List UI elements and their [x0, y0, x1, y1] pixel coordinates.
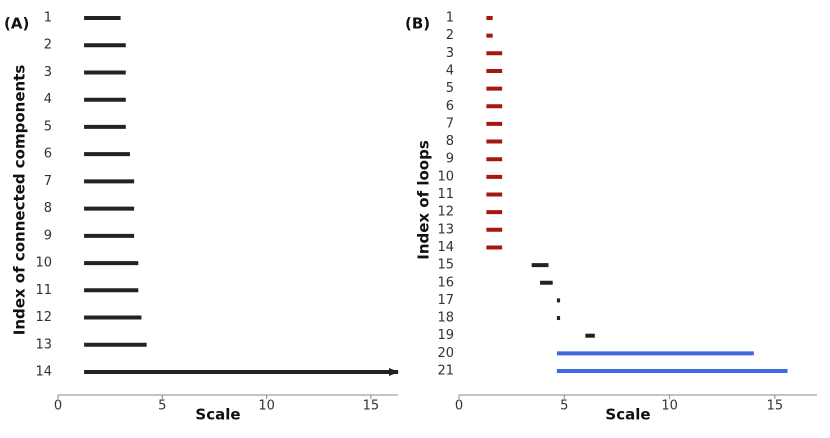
y-tick-label: 15 — [437, 258, 454, 273]
y-tick-label: 10 — [437, 169, 454, 184]
y-tick-label: 3 — [44, 65, 52, 80]
y-tick-label: 8 — [44, 201, 52, 216]
y-tick-label: 18 — [437, 311, 454, 326]
x-tick-label: 5 — [560, 399, 568, 414]
y-axis-label: Index of loops — [415, 140, 433, 260]
x-tick-label: 10 — [661, 399, 678, 414]
x-axis-label: Scale — [605, 406, 650, 424]
x-tick-label: 15 — [767, 399, 784, 414]
y-tick-label: 9 — [446, 152, 454, 167]
y-tick-label: 21 — [437, 364, 454, 379]
y-tick-label: 5 — [44, 119, 52, 134]
y-tick-label: 16 — [437, 275, 454, 290]
y-tick-label: 9 — [44, 228, 52, 243]
y-tick-label: 14 — [35, 365, 52, 380]
y-tick-label: 6 — [446, 99, 454, 114]
y-tick-label: 4 — [446, 63, 454, 78]
y-tick-label: 12 — [35, 310, 52, 325]
y-tick-label: 19 — [437, 328, 454, 343]
y-tick-label: 8 — [446, 134, 454, 149]
y-tick-label: 4 — [44, 92, 52, 107]
x-tick-label: 15 — [363, 399, 380, 414]
x-axis-label: Scale — [195, 406, 240, 424]
y-tick-label: 2 — [446, 28, 454, 43]
x-tick-label: 5 — [158, 399, 166, 414]
y-tick-label: 10 — [35, 256, 52, 271]
y-tick-label: 7 — [44, 174, 52, 189]
y-tick-label: 20 — [437, 346, 454, 361]
y-tick-label: 17 — [437, 293, 454, 308]
panel-label: (B) — [405, 15, 430, 33]
x-tick-label: 0 — [455, 399, 463, 414]
y-tick-label: 7 — [446, 116, 454, 131]
y-tick-label: 11 — [437, 187, 454, 202]
y-tick-label: 12 — [437, 205, 454, 220]
y-tick-label: 3 — [446, 46, 454, 61]
y-axis-label: Index of connected components — [11, 65, 29, 336]
y-tick-label: 1 — [446, 11, 454, 26]
y-tick-label: 2 — [44, 38, 52, 53]
y-tick-label: 13 — [35, 337, 52, 352]
y-tick-label: 5 — [446, 81, 454, 96]
x-tick-label: 0 — [54, 399, 62, 414]
panel-label: (A) — [4, 15, 29, 33]
y-tick-label: 1 — [44, 11, 52, 26]
y-tick-label: 13 — [437, 222, 454, 237]
y-tick-label: 14 — [437, 240, 454, 255]
x-tick-label: 10 — [258, 399, 275, 414]
y-tick-label: 6 — [44, 147, 52, 162]
y-tick-label: 11 — [35, 283, 52, 298]
